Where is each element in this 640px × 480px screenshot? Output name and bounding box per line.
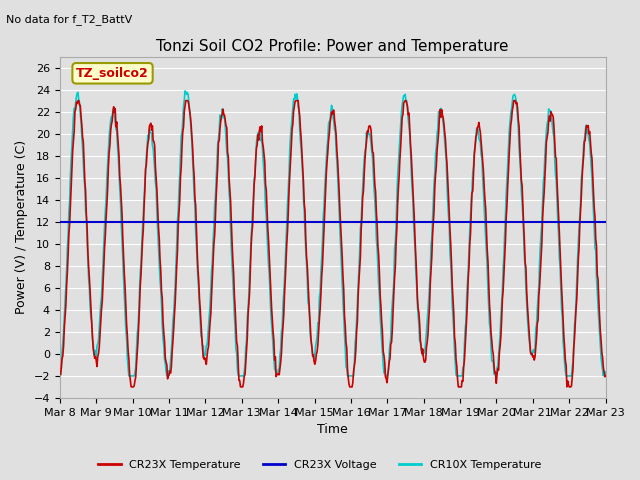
X-axis label: Time: Time <box>317 423 348 436</box>
Legend: CR23X Temperature, CR23X Voltage, CR10X Temperature: CR23X Temperature, CR23X Voltage, CR10X … <box>94 456 546 474</box>
Y-axis label: Power (V) / Temperature (C): Power (V) / Temperature (C) <box>15 140 28 314</box>
Text: TZ_soilco2: TZ_soilco2 <box>76 67 149 80</box>
Title: Tonzi Soil CO2 Profile: Power and Temperature: Tonzi Soil CO2 Profile: Power and Temper… <box>156 39 509 54</box>
Text: No data for f_T2_BattV: No data for f_T2_BattV <box>6 14 132 25</box>
